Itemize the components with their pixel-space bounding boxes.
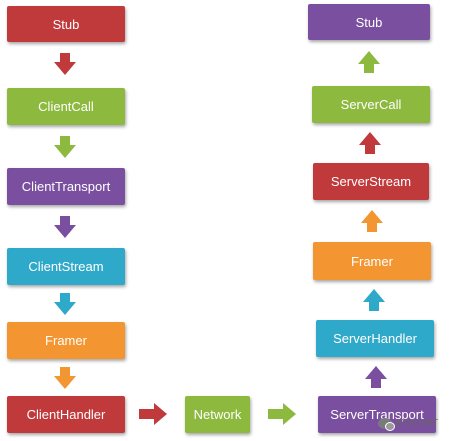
up-arrow-icon [363,289,385,311]
up-arrow-icon [358,51,380,73]
client-call-box: ClientCall [7,88,125,125]
network-box: Network [185,396,250,433]
right-arrow-icon [139,403,167,425]
client-stub-box: Stub [7,6,125,42]
down-arrow-icon [54,293,76,315]
down-arrow-icon [54,216,76,238]
server-handler-box: ServerHandler [316,320,434,357]
down-arrow-icon [54,53,76,75]
watermark-text: IPDCHAT [395,418,439,429]
client-stream-box: ClientStream [7,248,125,285]
client-framer-box: Framer [7,322,125,359]
up-arrow-icon [361,210,383,232]
server-framer-box: Framer [313,242,431,280]
up-arrow-icon [365,366,387,388]
client-handler-box: ClientHandler [7,396,125,433]
down-arrow-icon [54,136,76,158]
server-transport-box: ServerTransport [318,396,436,433]
client-transport-box: ClientTransport [7,168,125,205]
server-stream-box: ServerStream [313,163,429,200]
wechat-icon [378,418,395,431]
down-arrow-icon [54,367,76,389]
right-arrow-icon [268,403,296,425]
server-stub-box: Stub [308,4,430,40]
watermark: IPDCHAT [378,418,439,431]
server-call-box: ServerCall [312,86,430,123]
up-arrow-icon [359,132,381,154]
